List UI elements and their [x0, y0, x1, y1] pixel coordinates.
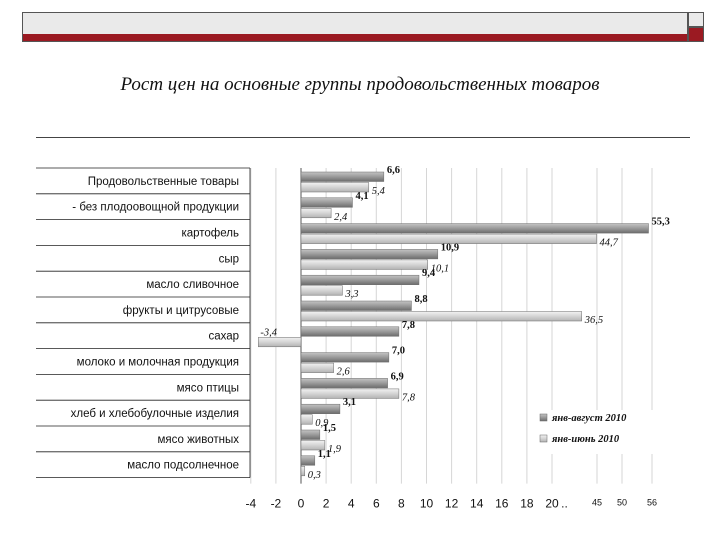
corner-square-light: [688, 12, 704, 27]
data-label-series1: 7,0: [392, 346, 405, 357]
data-label-series2: -3,4: [260, 327, 277, 338]
bar-series1: [300, 300, 412, 311]
data-label-series1: 6,6: [387, 165, 400, 176]
data-label-series2: 1,9: [328, 444, 342, 455]
legend-swatch: [539, 413, 548, 422]
category-label: мясо птицы: [177, 382, 239, 394]
x-tick-label: -2: [271, 497, 282, 511]
bar-series1: [300, 171, 385, 182]
bar-series2: [300, 285, 343, 296]
x-tick-label: 6: [373, 497, 380, 511]
data-label-series2: 10,1: [431, 263, 449, 274]
bar-series1: [300, 429, 321, 440]
legend-box: [528, 410, 656, 454]
legend-entry: янв-август 2010: [551, 413, 627, 424]
slide-top-accent-bar: [22, 34, 688, 42]
bar-series1: [300, 378, 388, 389]
category-label: хлеб и хлебобулочные изделия: [71, 408, 239, 420]
category-label: сахар: [208, 331, 239, 343]
data-label-series2: 5,4: [372, 186, 386, 197]
x-tick-label: 8: [398, 497, 405, 511]
corner-square-red: [688, 27, 704, 42]
legend-swatch: [539, 434, 548, 443]
data-label-series1: 8,8: [414, 294, 427, 305]
x-tick-label: 14: [470, 497, 484, 511]
data-label-series2: 7,8: [402, 392, 416, 403]
category-label: - без плодоовощной продукции: [72, 202, 239, 214]
data-label-series1: 4,1: [355, 191, 368, 202]
x-tick-label: 10: [420, 497, 434, 511]
bar-series1: [300, 223, 649, 234]
data-label-series2: 36,5: [584, 315, 603, 326]
x-tick-label: ..: [561, 497, 568, 511]
bar-series1: [300, 249, 439, 260]
x-tick-label: -4: [245, 497, 256, 511]
bar-series2: [300, 414, 313, 425]
legend-entry: янв-июнь 2010: [551, 434, 620, 445]
category-label: мясо животных: [158, 434, 240, 446]
slide-corner-squares: [688, 12, 704, 42]
bar-series2: [300, 440, 326, 451]
data-label-series1: 7,8: [402, 320, 415, 331]
data-label-series2: 2,4: [334, 212, 348, 223]
bar-series2: [300, 388, 400, 399]
data-label-series1: 1,1: [318, 449, 331, 460]
data-label-series2: 0,3: [308, 470, 321, 481]
data-label-series2: 2,6: [337, 367, 351, 378]
bar-series2: [300, 362, 334, 373]
data-label-series1: 10,9: [441, 242, 459, 253]
x-tick-label: 45: [592, 498, 602, 508]
data-label-series1: 9,4: [422, 268, 436, 279]
x-tick-label: 16: [495, 497, 509, 511]
bar-series2: [300, 182, 370, 193]
bar-series1: [300, 455, 316, 466]
bar-series2: [300, 259, 429, 270]
category-label: картофель: [181, 228, 239, 240]
bar-series2: [300, 208, 332, 219]
title-divider: [36, 137, 690, 138]
x-tick-label: 50: [617, 498, 627, 508]
data-label-series1: 1,5: [323, 423, 336, 434]
category-label: сыр: [219, 253, 239, 265]
data-label-series2: 3,3: [344, 289, 358, 300]
bar-series2: [300, 233, 597, 244]
x-tick-label: 12: [445, 497, 459, 511]
page-title: Рост цен на основные группы продовольств…: [120, 74, 600, 95]
data-label-series2: 44,7: [599, 238, 618, 249]
x-tick-label: 2: [323, 497, 330, 511]
data-label-series1: 3,1: [343, 397, 356, 408]
bar-series1: [300, 403, 341, 414]
x-tick-label: 18: [520, 497, 534, 511]
category-label: молоко и молочная продукция: [77, 357, 239, 369]
x-tick-label: 56: [647, 498, 657, 508]
data-label-series1: 6,9: [391, 371, 404, 382]
bar-series1: [300, 352, 390, 363]
x-tick-label: 0: [298, 497, 305, 511]
data-label-series2: 0,9: [315, 418, 329, 429]
bar-series1: [300, 326, 400, 337]
bar-series1: [300, 274, 420, 285]
x-tick-label: 20: [545, 497, 559, 511]
category-label: Продовольственные товары: [88, 176, 239, 188]
bar-series2: [300, 466, 306, 477]
bar-series2: [258, 337, 302, 348]
bar-series1: [300, 197, 353, 208]
data-label-series1: 55,3: [652, 217, 670, 228]
category-label: масло сливочное: [146, 279, 239, 291]
category-label: масло подсолнечное: [127, 460, 239, 472]
category-label: фрукты и цитрусовые: [123, 305, 239, 317]
bar-series2: [300, 311, 582, 322]
x-tick-label: 4: [348, 497, 355, 511]
